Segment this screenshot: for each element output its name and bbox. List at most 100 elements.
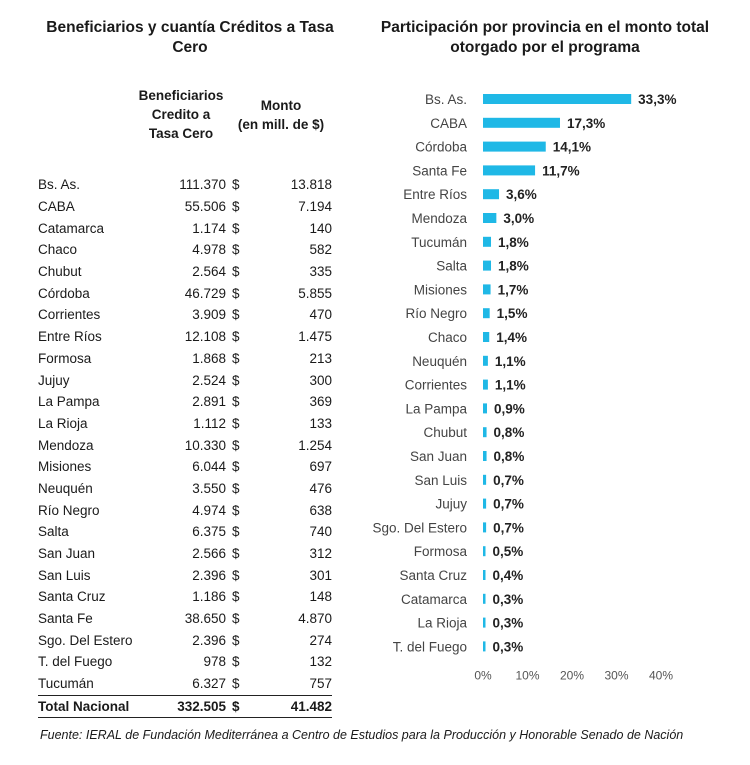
data-label: 0,5% [493,544,524,559]
category-label: Misiones [414,282,468,297]
category-label: Córdoba [415,140,467,155]
cell-monto: 140 [309,220,332,236]
cell-provincia: Santa Fe [38,611,93,627]
category-label: Corrientes [405,378,468,393]
cell-monto: 582 [309,242,332,258]
bar [483,189,500,200]
cell-monto: 369 [309,394,332,410]
cell-provincia: CABA [38,199,75,215]
cell-beneficiarios: 10.330 [184,437,226,453]
cell-monto: 300 [309,372,332,388]
cell-provincia: Salta [38,524,69,540]
category-label: San Luis [414,473,467,488]
x-tick-label: 0% [474,668,492,682]
cell-currency: $ [232,502,240,518]
cell-beneficiarios: 2.891 [192,394,226,410]
cell-beneficiarios: 111.370 [179,177,226,193]
table-title-line-2: Cero [172,39,208,56]
table-row: San Juan 2.566 $312 [38,543,332,565]
cell-provincia: Santa Cruz [38,589,106,605]
category-label: Catamarca [401,592,468,607]
table-row: Neuquén 3.550 $476 [38,478,332,500]
cell-currency: $ [232,437,240,453]
cell-provincia: Córdoba [38,285,90,301]
cell-monto: 4.870 [298,611,332,627]
data-label: 11,7% [542,163,580,178]
cell-beneficiarios: 1.174 [192,220,226,236]
cell-provincia: Corrientes [38,307,101,323]
bar [483,522,487,533]
cell-beneficiarios: 1.186 [192,589,226,605]
category-label: Santa Fe [412,163,467,178]
bar [483,474,487,485]
cell-provincia: Mendoza [38,437,94,453]
table-row: T. del Fuego 978 $132 [38,651,332,673]
category-label: Río Negro [405,306,467,321]
data-label: 3,6% [506,187,537,202]
table-row: Sgo. Del Estero 2.396 $274 [38,629,332,651]
bar [483,355,488,366]
cell-monto: 213 [309,350,332,366]
cell-monto: 697 [309,459,332,475]
table-row: Santa Cruz 1.186 $148 [38,586,332,608]
header-monto-line-2: (en mill. de $) [237,117,325,132]
data-label: 0,9% [494,401,525,416]
chart-title: Participación por provincia en el monto … [362,18,728,58]
bar [483,546,486,557]
header-beneficiarios-line-3: Tasa Cero [148,126,214,141]
cell-provincia: Jujuy [38,372,70,388]
header-monto-line-1: Monto [260,98,302,113]
cell-provincia: San Juan [38,546,96,562]
table-row: Chaco 4.978 $582 [38,239,332,261]
cell-currency: $ [232,329,240,345]
cell-beneficiarios: 6.375 [192,524,226,540]
table-row: Misiones 6.044 $697 [38,456,332,478]
cell-currency: $ [232,372,240,388]
category-label: La Pampa [405,401,467,416]
table-row: Jujuy 2.524 $300 [38,369,332,391]
cell-provincia: Chubut [38,264,82,280]
x-tick-label: 10% [515,668,539,682]
cell-beneficiarios: 38.650 [184,611,226,627]
cell-provincia: Entre Ríos [38,329,102,345]
header-beneficiarios: Beneficiarios Credito a Tasa Cero [132,86,230,174]
total-label: Total Nacional [38,694,132,719]
table-row: CABA 55.506 $7.194 [38,196,332,218]
category-label: San Juan [410,449,467,464]
bar [483,260,492,271]
cell-currency: $ [232,199,240,215]
data-label: 3,0% [503,211,534,226]
bar [483,403,488,414]
cell-currency: $ [232,177,240,193]
data-label: 0,3% [493,639,524,654]
category-label: Entre Ríos [403,187,467,202]
header-monto: Monto (en mill. de $) [230,86,332,174]
total-monto: 41.482 [252,694,332,719]
cell-currency: $ [232,611,240,627]
cell-beneficiarios: 1.868 [192,350,226,366]
cell-beneficiarios: 6.327 [192,676,226,692]
cell-currency: $ [232,524,240,540]
cell-beneficiarios: 2.396 [192,567,226,583]
cell-provincia: Bs. As. [38,177,81,193]
cell-beneficiarios: 978 [203,654,226,670]
category-label: Mendoza [411,211,467,226]
cell-currency: $ [232,567,240,583]
bar [483,94,632,104]
cell-monto: 312 [309,546,332,562]
cell-currency: $ [232,676,240,692]
table-row: Río Negro 4.974 $638 [38,499,332,521]
table-title: Beneficiarios y cuantía Créditos a Tasa … [20,18,360,58]
category-label: Salta [436,259,467,274]
cell-monto: 638 [309,502,332,518]
data-label: 14,1% [553,140,591,155]
table-header-row: Beneficiarios Credito a Tasa Cero Monto … [38,86,332,174]
bar [483,332,490,342]
bar [483,379,488,390]
cell-monto: 148 [309,589,332,605]
table-row: Catamarca 1.174 $140 [38,217,332,239]
data-label: 1,4% [496,330,527,345]
cell-monto: 1.475 [298,329,332,345]
chart-title-line-2: otorgado por el programa [450,39,640,56]
cell-provincia: Formosa [38,350,92,366]
